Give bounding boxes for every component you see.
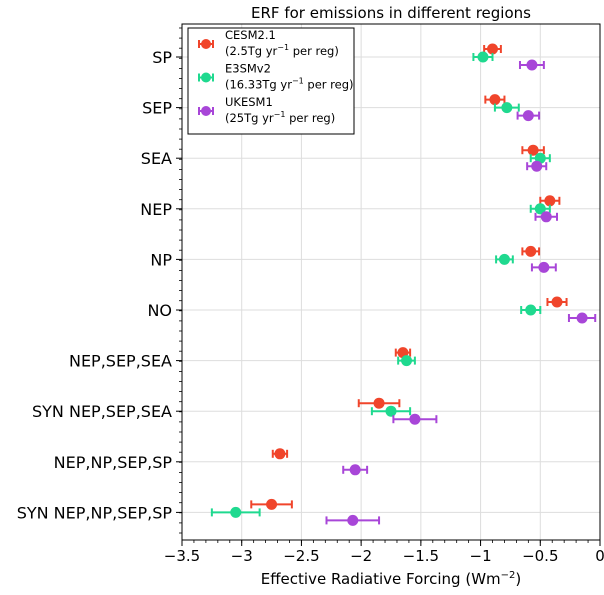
data-point: [266, 498, 278, 510]
legend-series-name: UKESM1: [225, 95, 273, 109]
x-tick-label: −2: [350, 547, 372, 565]
y-tick-label: SP: [152, 48, 172, 67]
data-point: [527, 144, 539, 156]
legend-box: [187, 27, 355, 135]
data-point: [489, 94, 501, 106]
data-point: [385, 405, 397, 417]
legend-series-name: E3SMv2: [225, 62, 271, 76]
x-tick-label: −1: [470, 547, 492, 565]
x-tick-label: −3.5: [164, 547, 200, 565]
data-point: [544, 195, 556, 207]
y-tick-label: NEP,NP,SEP,SP: [54, 453, 173, 472]
data-point: [274, 448, 286, 460]
data-point: [230, 506, 242, 518]
data-point: [576, 312, 588, 324]
data-point: [538, 261, 550, 273]
data-points: [210, 43, 597, 526]
legend-detail-main: (25Tg yr: [225, 111, 274, 125]
axis-labels: −3.5 −3 −2.5 −2 −1.5 −1 −0.5 0 SP SEP SEA NEP NP NO NE…: [17, 48, 604, 565]
x-axis-label-close: ): [515, 570, 521, 588]
legend-series-name: CESM2.1: [225, 28, 276, 42]
data-point: [477, 51, 489, 63]
y-tick-label: NEP,SEP,SEA: [69, 352, 172, 371]
chart-title: ERF for emissions in different regions: [251, 4, 531, 22]
y-tick-label: SEP: [142, 99, 172, 118]
legend-marker: [201, 72, 211, 83]
data-point: [525, 245, 537, 257]
y-tick-label: NEP: [140, 200, 172, 219]
legend-series-detail: (2.5Tg yr−1 per reg): [225, 43, 339, 58]
x-tick-label: −1.5: [403, 547, 439, 565]
legend-series-detail: (16.33Tg yr−1 per reg): [225, 77, 354, 92]
y-tick-label: SYN NEP,NP,SEP,SP: [17, 503, 173, 522]
legend-detail-rest: per reg): [289, 44, 339, 58]
plot-frame: [181, 23, 601, 541]
data-point: [540, 211, 552, 223]
x-axis-label-main: Effective Radiative Forcing (Wm: [261, 570, 501, 588]
legend-detail-main: (2.5Tg yr: [225, 44, 278, 58]
data-point: [551, 296, 563, 308]
x-tick-label: 0: [595, 547, 604, 565]
data-point: [347, 514, 359, 526]
data-point: [487, 43, 499, 55]
data-point: [349, 464, 361, 476]
data-point: [498, 253, 510, 265]
legend-detail-rest: per reg): [304, 78, 354, 92]
data-point: [522, 110, 534, 122]
x-tick-label: −3: [231, 547, 253, 565]
legend-detail-sup: −1: [292, 77, 304, 86]
legend-detail-main: (16.33Tg yr: [225, 78, 292, 92]
x-tick-label: −0.5: [522, 547, 558, 565]
data-point: [525, 304, 537, 316]
x-axis-label: Effective Radiative Forcing (Wm−2): [261, 570, 522, 588]
axis-ticks: [176, 27, 601, 546]
data-point: [373, 397, 385, 409]
legend: CESM2.1(2.5Tg yr−1 per reg)E3SMv2(16.33T…: [187, 27, 355, 135]
legend-detail-sup: −1: [274, 110, 286, 119]
x-tick-label: −2.5: [283, 547, 319, 565]
y-tick-label: SEA: [141, 149, 172, 168]
data-point: [401, 355, 413, 367]
legend-marker: [201, 106, 211, 116]
y-tick-label: NP: [150, 250, 172, 269]
data-point: [501, 102, 513, 114]
legend-detail-sup: −1: [277, 43, 289, 52]
x-axis-label-sup: −2: [501, 570, 516, 581]
data-point: [534, 203, 546, 215]
data-point: [526, 59, 538, 71]
legend-marker: [201, 39, 211, 49]
data-point: [531, 160, 543, 172]
data-point: [409, 413, 421, 425]
legend-series-detail: (25Tg yr−1 per reg): [225, 110, 335, 125]
y-tick-label: NO: [147, 301, 172, 320]
y-tick-label: SYN NEP,SEP,SEA: [32, 402, 172, 421]
legend-detail-rest: per reg): [285, 111, 335, 125]
